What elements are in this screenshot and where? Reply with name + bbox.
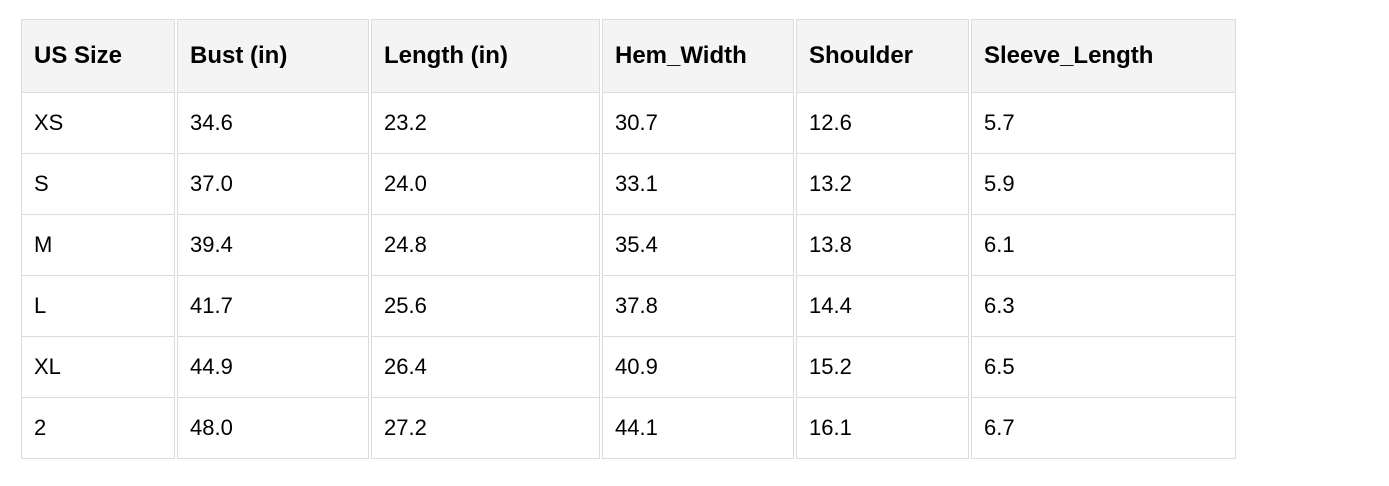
table-cell: 44.1 xyxy=(602,398,794,459)
table-cell: XL xyxy=(21,337,175,398)
table-cell: 6.3 xyxy=(971,276,1236,337)
table-cell: 37.8 xyxy=(602,276,794,337)
table-cell: L xyxy=(21,276,175,337)
table-cell: 24.8 xyxy=(371,215,600,276)
column-header: Sleeve_Length xyxy=(971,19,1236,93)
table-cell: 30.7 xyxy=(602,93,794,154)
table-cell: 13.2 xyxy=(796,154,969,215)
table-cell: 2 xyxy=(21,398,175,459)
table-cell: 48.0 xyxy=(177,398,369,459)
table-cell: 44.9 xyxy=(177,337,369,398)
table-row: S 37.0 24.0 33.1 13.2 5.9 xyxy=(21,154,1236,215)
table-row: L 41.7 25.6 37.8 14.4 6.3 xyxy=(21,276,1236,337)
table-cell: 13.8 xyxy=(796,215,969,276)
table-cell: 35.4 xyxy=(602,215,794,276)
column-header: US Size xyxy=(21,19,175,93)
table-cell: 6.1 xyxy=(971,215,1236,276)
column-header: Length (in) xyxy=(371,19,600,93)
table-cell: XS xyxy=(21,93,175,154)
table-cell: M xyxy=(21,215,175,276)
size-chart-table: US Size Bust (in) Length (in) Hem_Width Shou… xyxy=(19,19,1238,459)
table-cell: 12.6 xyxy=(796,93,969,154)
table-cell: 23.2 xyxy=(371,93,600,154)
table-cell: 15.2 xyxy=(796,337,969,398)
table-cell: 34.6 xyxy=(177,93,369,154)
table-cell: 37.0 xyxy=(177,154,369,215)
table-cell: 5.9 xyxy=(971,154,1236,215)
table-cell: 33.1 xyxy=(602,154,794,215)
table-row: XS 34.6 23.2 30.7 12.6 5.7 xyxy=(21,93,1236,154)
table-cell: 6.7 xyxy=(971,398,1236,459)
table-cell: 24.0 xyxy=(371,154,600,215)
table-cell: 27.2 xyxy=(371,398,600,459)
table-cell: 25.6 xyxy=(371,276,600,337)
table-cell: 41.7 xyxy=(177,276,369,337)
table-cell: 6.5 xyxy=(971,337,1236,398)
table-cell: 39.4 xyxy=(177,215,369,276)
table-row: XL 44.9 26.4 40.9 15.2 6.5 xyxy=(21,337,1236,398)
table-cell: 40.9 xyxy=(602,337,794,398)
column-header: Bust (in) xyxy=(177,19,369,93)
table-cell: S xyxy=(21,154,175,215)
table-row: M 39.4 24.8 35.4 13.8 6.1 xyxy=(21,215,1236,276)
table-row: 2 48.0 27.2 44.1 16.1 6.7 xyxy=(21,398,1236,459)
header-row: US Size Bust (in) Length (in) Hem_Width Shou… xyxy=(21,19,1236,93)
table-cell: 26.4 xyxy=(371,337,600,398)
column-header: Hem_Width xyxy=(602,19,794,93)
column-header: Shoulder xyxy=(796,19,969,93)
table-cell: 14.4 xyxy=(796,276,969,337)
table-cell: 16.1 xyxy=(796,398,969,459)
table-cell: 5.7 xyxy=(971,93,1236,154)
